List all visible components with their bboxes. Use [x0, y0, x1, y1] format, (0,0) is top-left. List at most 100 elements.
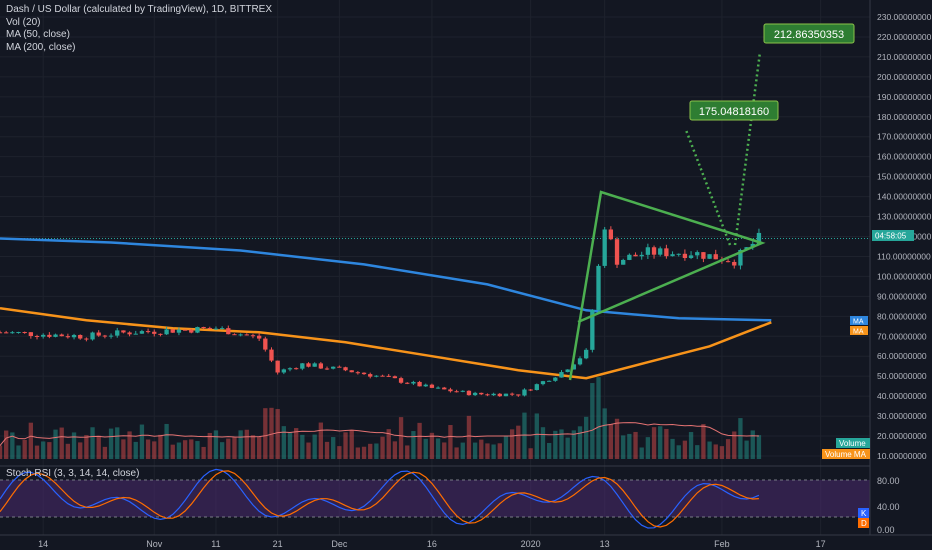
volume-bar [368, 443, 373, 459]
candle-body [454, 391, 459, 393]
target-label-2[interactable]: 212.86350353 [763, 23, 855, 44]
ma50-line [0, 307, 772, 380]
rsi-k-badge: K [861, 509, 867, 518]
candle-body [219, 328, 225, 330]
candle-body [300, 363, 305, 369]
volume-bar [651, 427, 657, 459]
candle-body [294, 368, 299, 370]
volume-bar [645, 437, 651, 459]
volume-bar [47, 442, 52, 459]
candle-body [466, 390, 472, 396]
candle-body [355, 372, 361, 374]
candle-body [676, 253, 681, 255]
volume-bar [294, 428, 299, 459]
indicator-ma200[interactable]: MA (200, close) [6, 41, 76, 53]
candle-body [732, 261, 737, 266]
indicator-volume[interactable]: Vol (20) [6, 16, 41, 28]
volume-bar [540, 427, 546, 459]
volume-bar [182, 440, 188, 459]
volume-bar [386, 429, 391, 459]
volume-bar [343, 432, 348, 459]
volume-ma-badge: Volume MA [825, 450, 867, 459]
candle-body [84, 338, 89, 340]
volume-bar [232, 436, 237, 459]
candle-body [380, 375, 385, 377]
volume-bar [503, 436, 509, 459]
candle-body [158, 333, 163, 335]
indicator-ma50[interactable]: MA (50, close) [6, 29, 70, 40]
candle-body [250, 335, 256, 337]
price-axis-bg [870, 0, 932, 550]
volume-bar [53, 429, 58, 459]
time-axis[interactable]: 14 Nov 11 21 Dec 16 2020 13 Feb 17 [38, 539, 825, 549]
candle-body [577, 358, 583, 365]
symbol-title[interactable]: Dash / US Dollar (calculated by TradingV… [6, 4, 273, 15]
volume-bar [584, 416, 589, 459]
candle-body [22, 332, 27, 334]
candle-body [34, 336, 40, 338]
pennant-pole [568, 190, 766, 381]
candle-body [621, 259, 626, 265]
time-tick: 21 [273, 539, 283, 549]
pennant-drawing[interactable]: 175.04818160 212.86350353 [568, 23, 855, 381]
volume-bar [170, 444, 175, 459]
rsi-tick-40: 40.00 [877, 502, 900, 512]
price-tick: 70.00000000 [877, 331, 927, 341]
candle-body [725, 261, 731, 263]
candle-body [108, 335, 114, 337]
volume-bar [738, 418, 743, 459]
time-tick: 17 [816, 539, 826, 549]
volume-bar [287, 432, 293, 459]
volume-bar [28, 422, 34, 459]
volume-bar [565, 437, 570, 459]
volume-bar [324, 441, 330, 459]
rsi-axis: 80.00 40.00 0.00 [877, 476, 900, 535]
volume-bar [688, 432, 694, 459]
volume-bar [226, 438, 231, 459]
candle-body [485, 394, 490, 396]
volume-bar [71, 432, 77, 459]
volume-bar [701, 424, 706, 459]
candle-body [121, 330, 126, 333]
volume-bar [559, 429, 564, 459]
volume-bar [250, 435, 256, 459]
candle-body [145, 331, 151, 333]
candle-body [497, 393, 502, 397]
candle-body [565, 369, 570, 373]
candle-body [152, 331, 157, 334]
target-projection-1 [684, 129, 732, 246]
candle-body [244, 334, 249, 336]
candle-body [670, 254, 675, 257]
volume-bar [534, 413, 539, 459]
volume-bar [238, 430, 243, 459]
stoch-rsi-title[interactable]: Stoch RSI (3, 3, 14, 14, close) [6, 468, 140, 479]
candle-body [269, 349, 274, 361]
volume-bar [65, 443, 71, 459]
candle-body [16, 332, 21, 334]
candle-body [102, 335, 108, 337]
candle-body [602, 229, 607, 266]
price-tick: 100.00000000 [877, 271, 932, 281]
price-tick: 160.00000000 [877, 152, 932, 162]
candle-body [263, 338, 268, 350]
target-label-1[interactable]: 175.04818160 [689, 100, 779, 121]
volume-bar [664, 428, 669, 459]
volume-bar [263, 408, 268, 459]
volume-bar [59, 427, 64, 459]
volume-bar [331, 437, 336, 459]
candle-body [238, 334, 243, 336]
volume-bar [454, 447, 459, 459]
candle-body [639, 254, 644, 257]
candle-body [571, 364, 576, 370]
volume-bar [405, 445, 410, 459]
candle-body [528, 389, 533, 391]
candle-body [707, 254, 712, 259]
candle-body [195, 327, 200, 333]
volume-bar [312, 434, 317, 459]
candle-body [318, 363, 324, 369]
volume-bar [695, 445, 700, 459]
candle-body [374, 375, 379, 377]
volume-bar [41, 441, 46, 459]
